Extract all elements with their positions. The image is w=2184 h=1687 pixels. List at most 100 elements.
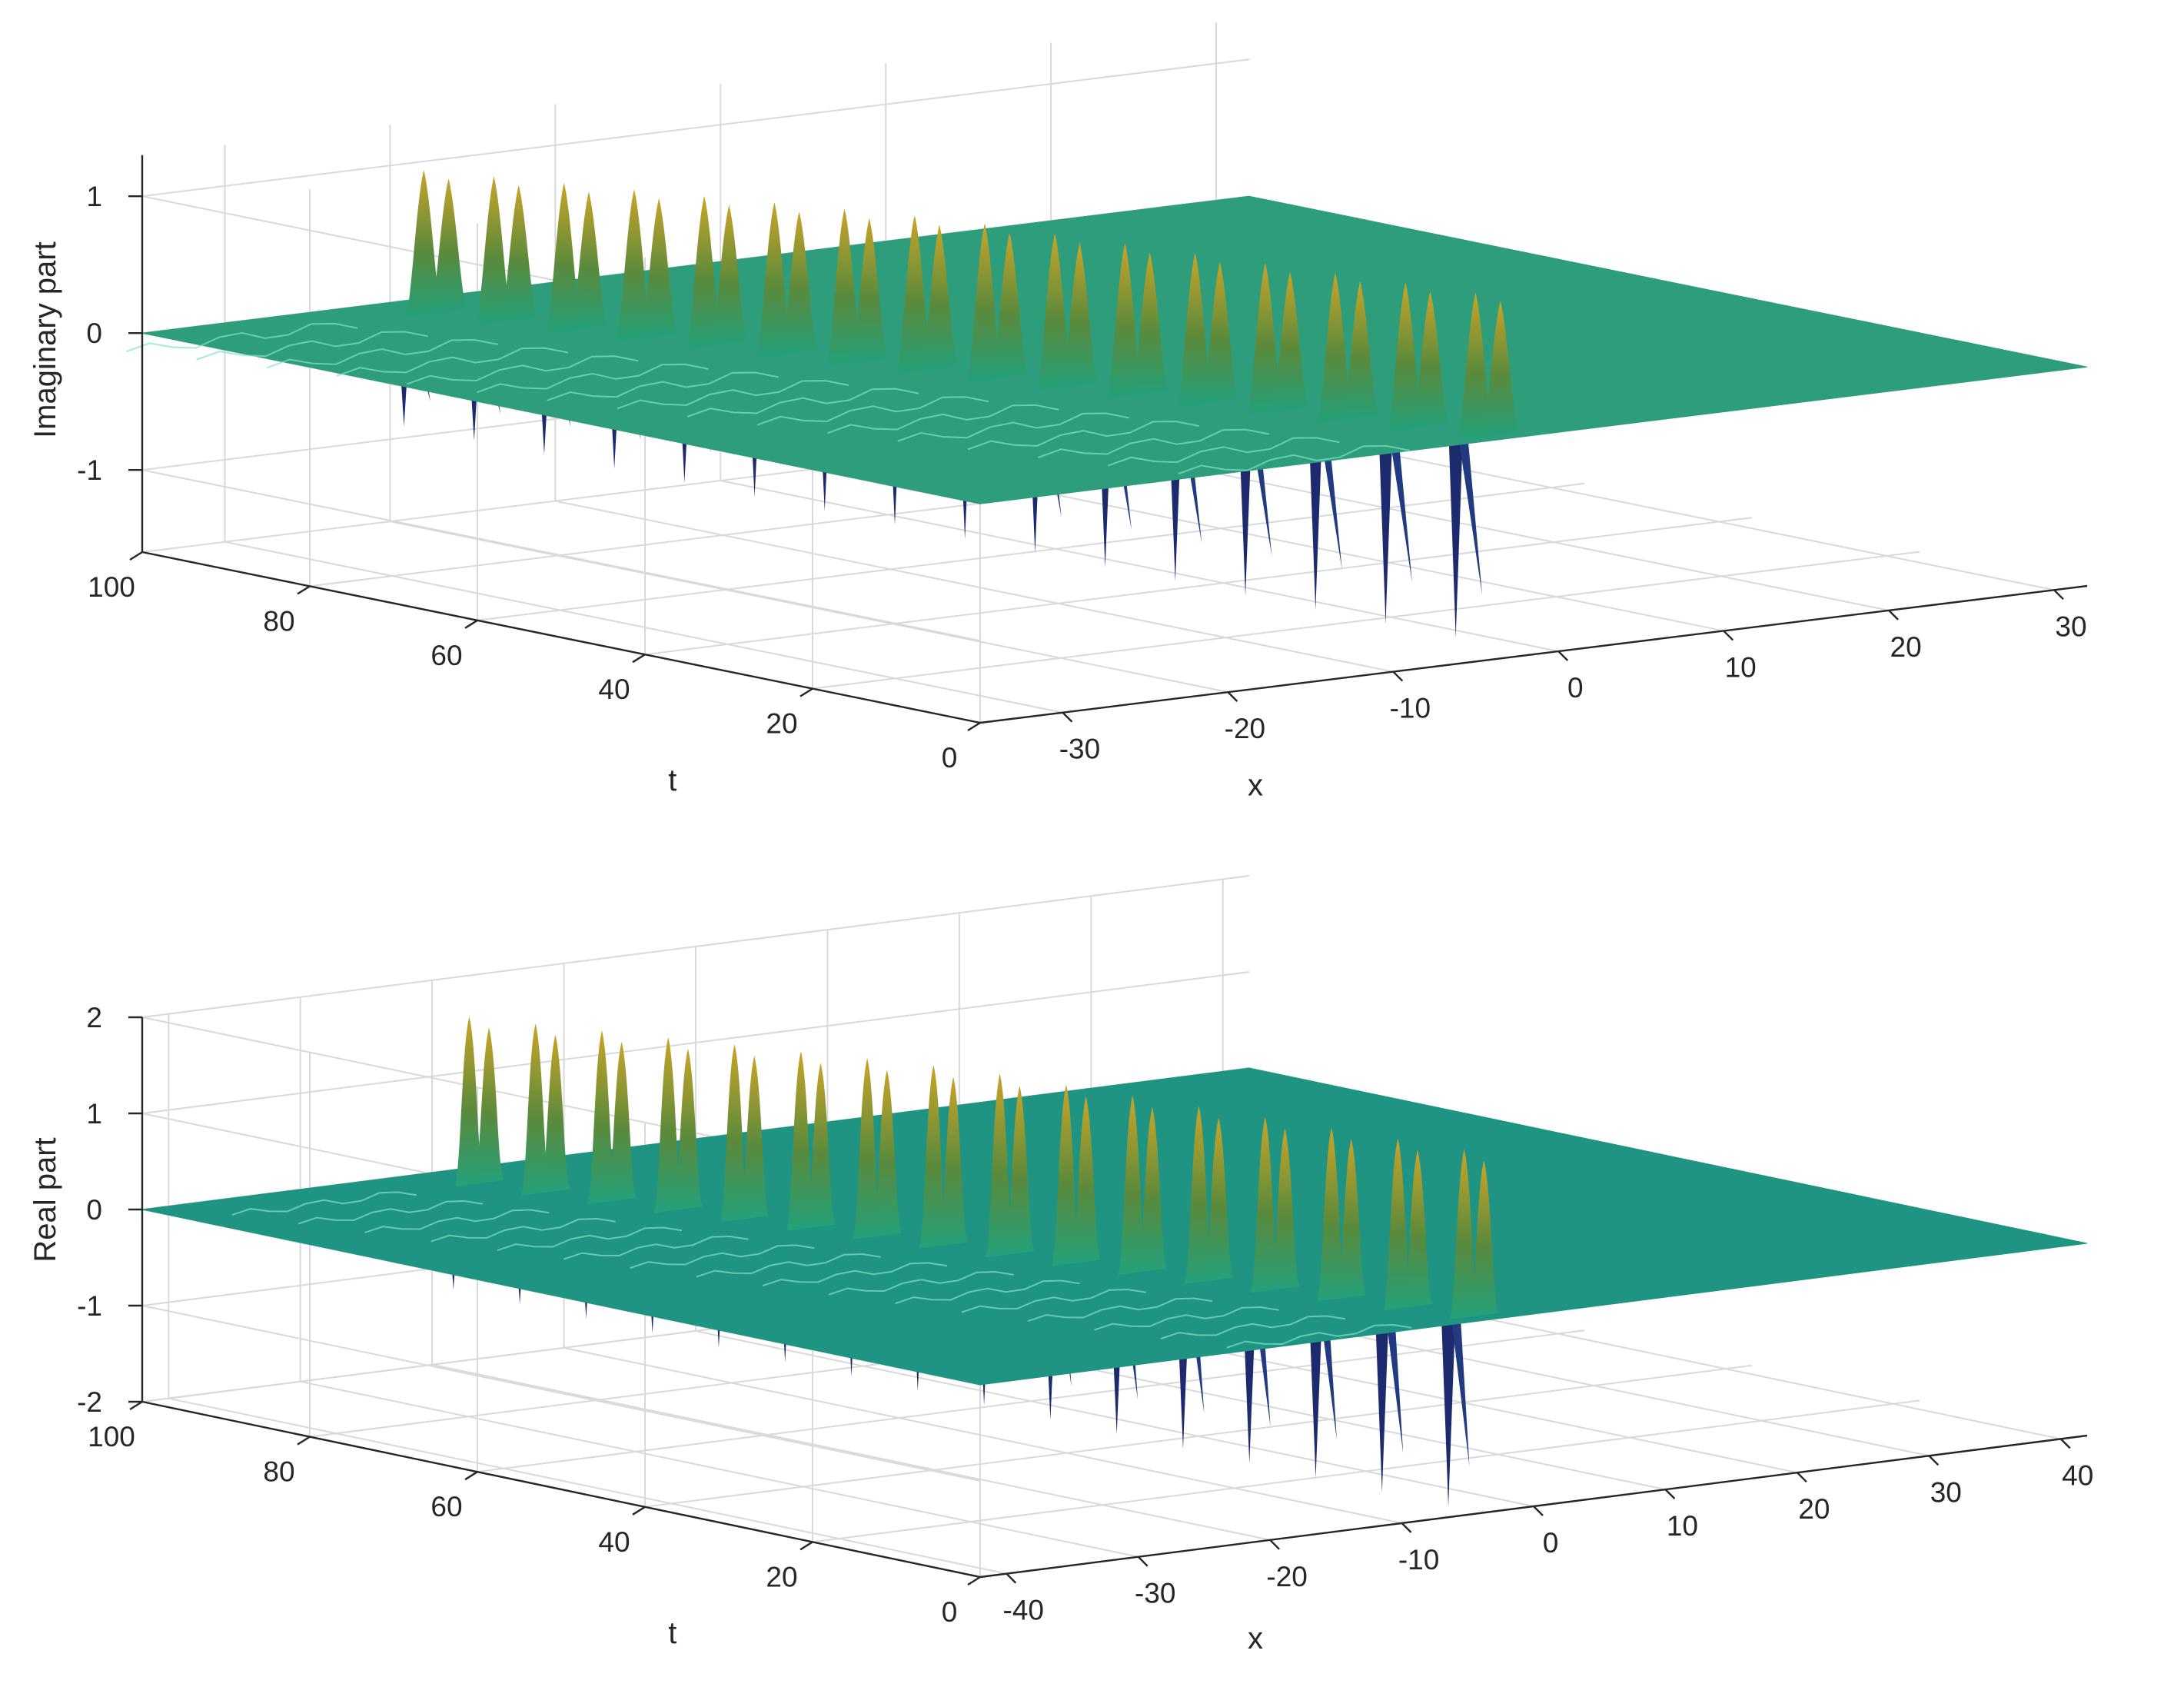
t-tick bbox=[967, 721, 981, 732]
x-tick-label: 40 bbox=[2062, 1459, 2093, 1491]
ripple-wake bbox=[430, 1218, 616, 1243]
ripple-wake bbox=[298, 1200, 484, 1225]
negative-spike bbox=[1451, 1319, 1470, 1467]
positive-peak bbox=[1250, 1116, 1280, 1293]
positive-peak bbox=[756, 202, 793, 358]
ripple-wake bbox=[1178, 444, 1410, 475]
positive-peak bbox=[1204, 1117, 1234, 1282]
x-tick-label: 20 bbox=[1890, 631, 1922, 663]
positive-peak bbox=[1202, 261, 1238, 404]
axes-layer: -2-1012020406080100-40-30-20-10010203040… bbox=[28, 1002, 2093, 1655]
positive-peak bbox=[826, 208, 863, 366]
positive-peak bbox=[640, 198, 677, 339]
z-tick-label: 0 bbox=[86, 318, 102, 349]
ripple-wake bbox=[967, 421, 1200, 451]
positive-peak bbox=[740, 1056, 770, 1219]
t-tick bbox=[297, 585, 311, 595]
positive-peak bbox=[1132, 252, 1168, 396]
z-tick-label: 2 bbox=[86, 1002, 102, 1033]
positive-peak bbox=[872, 1070, 902, 1237]
t-tick bbox=[297, 1436, 311, 1446]
x-tick bbox=[1137, 1556, 1149, 1567]
x-tick-label: -40 bbox=[1003, 1595, 1044, 1626]
ripple-wake bbox=[477, 363, 709, 394]
positive-peak bbox=[474, 1027, 504, 1184]
ripple-wake bbox=[756, 396, 989, 426]
z-tick-label: -1 bbox=[77, 1290, 102, 1322]
negative-spike bbox=[1385, 1310, 1404, 1453]
ripple-wake bbox=[1226, 1324, 1412, 1349]
x-tick bbox=[1557, 651, 1569, 661]
ripple-wake bbox=[762, 1262, 948, 1287]
positive-peak bbox=[1247, 262, 1284, 415]
positive-peak bbox=[475, 176, 513, 325]
positive-peak bbox=[1403, 1150, 1432, 1308]
positive-peak bbox=[500, 185, 537, 322]
x-axis-label: x bbox=[1248, 1622, 1263, 1655]
positive-peak bbox=[919, 1064, 949, 1249]
t-tick-label: 40 bbox=[598, 1526, 630, 1558]
positive-peak bbox=[921, 225, 958, 371]
ripple-wake bbox=[827, 404, 1059, 434]
ripple-wake bbox=[126, 322, 358, 353]
t-tick-label: 80 bbox=[263, 605, 294, 637]
positive-peak bbox=[896, 215, 933, 374]
positive-peak bbox=[851, 218, 888, 363]
x-tick bbox=[1062, 711, 1073, 723]
x-tick bbox=[1227, 691, 1238, 702]
positive-peak bbox=[1138, 1106, 1167, 1273]
x-tick bbox=[1664, 1489, 1676, 1499]
positive-peak bbox=[1469, 1160, 1499, 1317]
x-tick bbox=[1723, 630, 1734, 641]
negative-spike bbox=[1308, 423, 1323, 610]
x-tick bbox=[2059, 1438, 2071, 1449]
positive-peak bbox=[454, 1017, 484, 1187]
ripple-wake bbox=[1160, 1315, 1345, 1340]
x-tick-label: -20 bbox=[1225, 713, 1265, 744]
positive-peak bbox=[1052, 1084, 1081, 1266]
x-tick-label: 0 bbox=[1543, 1527, 1559, 1559]
positive-peak bbox=[786, 1051, 816, 1231]
positive-ridges bbox=[126, 170, 1519, 475]
x-tick bbox=[1392, 670, 1404, 682]
ripple-wake bbox=[895, 1279, 1080, 1305]
positive-peak bbox=[1270, 1128, 1300, 1290]
positive-peak bbox=[1184, 1106, 1214, 1284]
positive-peak bbox=[1106, 243, 1144, 399]
x-tick-label: 0 bbox=[1567, 672, 1584, 704]
x-tick-label: 30 bbox=[2055, 611, 2086, 642]
t-tick bbox=[129, 1400, 143, 1411]
ripple-wake bbox=[630, 1244, 815, 1269]
positive-peak bbox=[1411, 291, 1449, 428]
z-tick-label: 0 bbox=[86, 1194, 102, 1226]
positive-peak bbox=[673, 1048, 703, 1211]
x-tick-label: -30 bbox=[1059, 734, 1100, 765]
z-axis-label: Real part bbox=[28, 1137, 62, 1262]
positive-peak bbox=[540, 1034, 570, 1193]
positive-peak bbox=[686, 195, 723, 350]
positive-peak bbox=[653, 1037, 683, 1213]
positive-peak bbox=[1449, 1149, 1479, 1319]
ripple-wake bbox=[1108, 437, 1340, 467]
positive-peak bbox=[991, 232, 1028, 380]
negative-spike bbox=[1308, 1301, 1323, 1478]
positive-peak bbox=[546, 182, 583, 334]
ripple-wake bbox=[686, 388, 919, 418]
positive-peak bbox=[853, 1057, 882, 1240]
z-tick-label: -1 bbox=[77, 454, 102, 486]
t-axis-label: t bbox=[668, 1616, 676, 1650]
ripple-wake bbox=[897, 412, 1129, 442]
positive-peak bbox=[780, 211, 818, 355]
t-tick bbox=[799, 687, 813, 697]
t-tick-label: 100 bbox=[88, 1421, 135, 1452]
surface-layer bbox=[141, 1017, 2088, 1507]
ripple-wake bbox=[617, 380, 849, 410]
ripple-wake bbox=[364, 1209, 550, 1234]
x-tick-label: 10 bbox=[1667, 1510, 1698, 1542]
t-tick bbox=[632, 1506, 646, 1516]
positive-peak bbox=[1272, 271, 1308, 412]
ripple-wake bbox=[336, 347, 569, 377]
x-tick-label: -20 bbox=[1266, 1561, 1307, 1592]
